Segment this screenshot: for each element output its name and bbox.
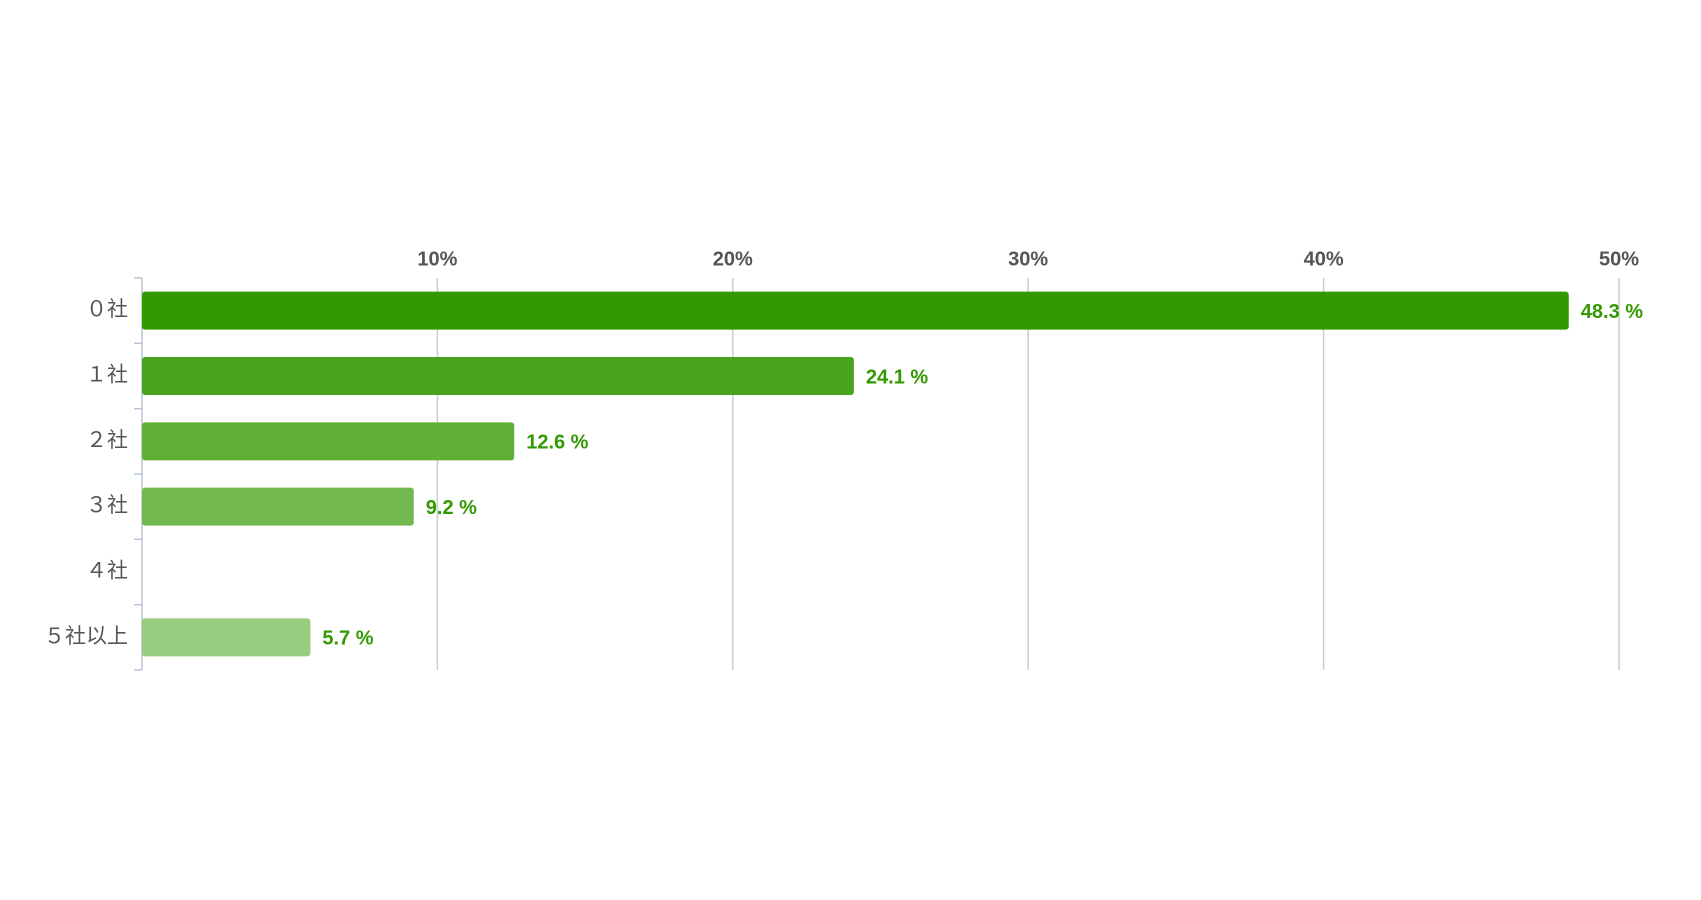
y-tick-label: ３社 (86, 494, 128, 517)
value-label: 24.1 % (866, 366, 928, 388)
value-label: 5.7 % (322, 628, 373, 650)
x-tick-label: 50% (1599, 248, 1639, 270)
value-label: 48.3 % (1581, 301, 1643, 323)
bar (142, 618, 311, 657)
y-tick-label: ４社 (86, 560, 128, 583)
x-tick-label: 20% (713, 248, 753, 270)
y-tick-label: １社 (86, 364, 128, 387)
value-label: 12.6 % (526, 432, 588, 454)
x-tick-label: 10% (417, 248, 457, 270)
x-tick-label: 30% (1008, 248, 1048, 270)
bar (142, 357, 854, 395)
bar (142, 487, 414, 526)
bar (142, 291, 1569, 330)
y-tick-label: ０社 (86, 298, 128, 321)
bar (142, 422, 515, 461)
y-tick-label: ２社 (86, 429, 128, 452)
x-tick-label: 40% (1304, 248, 1344, 270)
value-label: 9.2 % (426, 497, 477, 519)
y-tick-label: ５社以上 (44, 625, 128, 648)
